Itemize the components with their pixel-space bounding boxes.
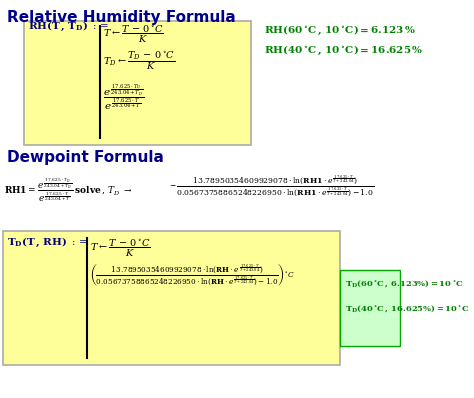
Text: $T \leftarrow \dfrac{T\,-\,0\,^{\circ}C}{K}$: $T \leftarrow \dfrac{T\,-\,0\,^{\circ}C}… <box>103 24 164 45</box>
FancyBboxPatch shape <box>2 231 340 365</box>
Text: $\mathbf{T_D(T\,,\,RH)}$ $:=$: $\mathbf{T_D(T\,,\,RH)}$ $:=$ <box>7 236 88 249</box>
FancyBboxPatch shape <box>24 21 251 145</box>
Text: $\mathbf{RH(60\,^{\circ}C\,,\,10\,^{\circ}C) = 6.123\,\%}$: $\mathbf{RH(60\,^{\circ}C\,,\,10\,^{\cir… <box>264 24 416 37</box>
Text: $\mathbf{RH(T\,,\,T_D)}$ $:=$: $\mathbf{RH(T\,,\,T_D)}$ $:=$ <box>28 20 109 33</box>
Text: $\left(\dfrac{13.78950354609929078 \cdot \ln\!\left(\mathbf{RH} \cdot e^{\,\frac: $\left(\dfrac{13.78950354609929078 \cdot… <box>91 262 295 288</box>
Text: $T \leftarrow \dfrac{T\,-\,0\,^{\circ}C}{K}$: $T \leftarrow \dfrac{T\,-\,0\,^{\circ}C}… <box>91 238 151 259</box>
Text: Dewpoint Formula: Dewpoint Formula <box>7 150 164 165</box>
Text: $\dfrac{e^{\,\frac{17.625 \cdot T_D}{243.04+T_D}}}{e^{\,\frac{17.625 \cdot T}{24: $\dfrac{e^{\,\frac{17.625 \cdot T_D}{243… <box>103 82 145 112</box>
Text: $\mathbf{T_D(60\,^{\circ}C\,,\,6.123\%) = 10\,^{\circ}C}$: $\mathbf{T_D(60\,^{\circ}C\,,\,6.123\%) … <box>345 278 464 289</box>
Text: $\mathbf{RH(40\,^{\circ}C\,,\,10\,^{\circ}C) = 16.625\,\%}$: $\mathbf{RH(40\,^{\circ}C\,,\,10\,^{\cir… <box>264 44 423 57</box>
FancyBboxPatch shape <box>340 270 400 346</box>
Text: $-\,\dfrac{13.78950354609929078 \cdot \ln\!\left(\mathbf{RH1} \cdot e^{\,\frac{1: $-\,\dfrac{13.78950354609929078 \cdot \l… <box>169 174 374 199</box>
Text: Relative Humidity Formula: Relative Humidity Formula <box>7 10 236 25</box>
Text: $\mathbf{RH1} = \dfrac{e^{\,\frac{17.625 \cdot T_D}{243.04+T_D}}}{e^{\,\frac{17.: $\mathbf{RH1} = \dfrac{e^{\,\frac{17.625… <box>4 176 132 204</box>
Text: $T_D \leftarrow \dfrac{T_D\,-\,0\,^{\circ}C}{K}$: $T_D \leftarrow \dfrac{T_D\,-\,0\,^{\cir… <box>103 49 175 72</box>
Text: $\mathbf{T_D(40\,^{\circ}C\,,\,16.625\%) = 10\,^{\circ}C}$: $\mathbf{T_D(40\,^{\circ}C\,,\,16.625\%)… <box>345 303 469 314</box>
